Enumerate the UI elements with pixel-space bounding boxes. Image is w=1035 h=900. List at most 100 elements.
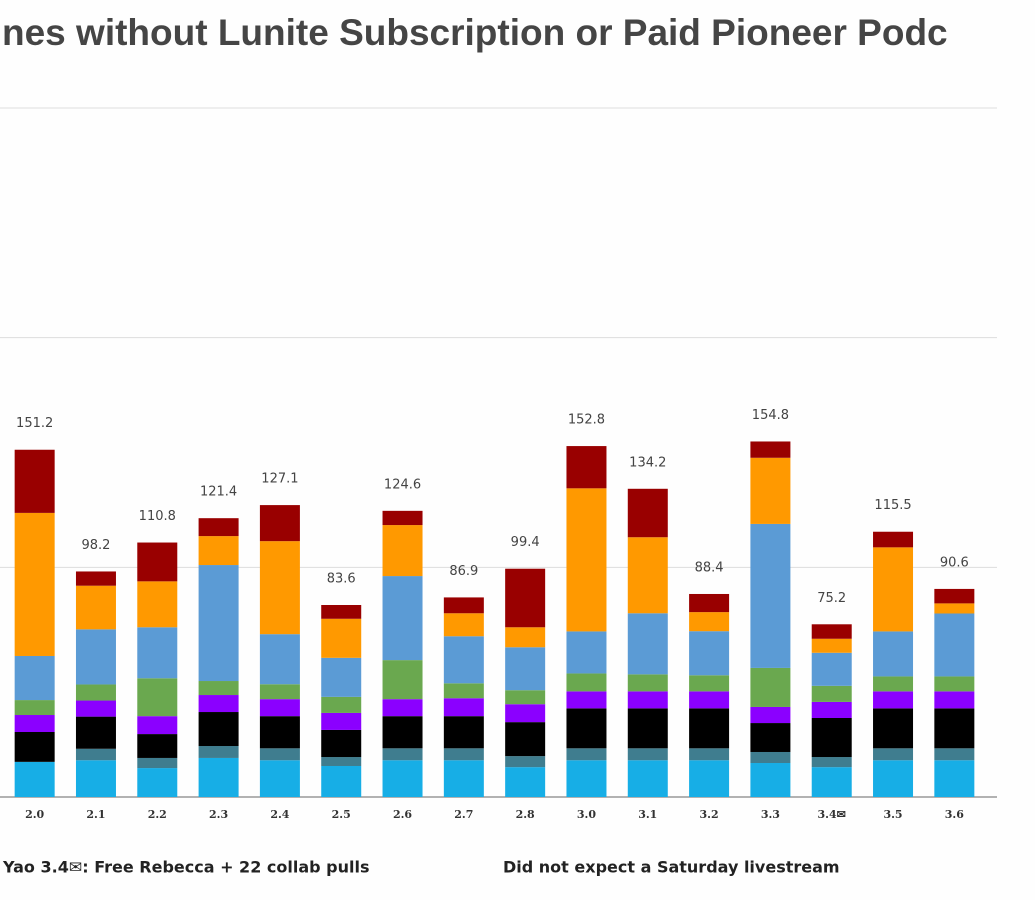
bar-segment [198, 681, 239, 696]
bar-segment [505, 690, 546, 705]
x-tick-label: 3.4✉ [818, 808, 846, 821]
x-tick-label: 2.0 [25, 808, 44, 821]
bar-segment [259, 716, 300, 749]
bar-segment [382, 660, 423, 700]
note: Yao 3.4✉: Free Rebecca + 22 collab pulls [2, 858, 370, 877]
bar-segment [627, 691, 668, 709]
bar-segment [443, 748, 484, 761]
bar-segment [321, 618, 362, 658]
bar-segment [75, 716, 116, 749]
bar-segment [811, 701, 852, 718]
bar-segment [505, 767, 546, 797]
bar-segment [505, 756, 546, 768]
bar-segment [873, 691, 914, 709]
bar-segment [198, 565, 239, 682]
total-label: 152.8 [568, 413, 605, 428]
bar-segment [382, 716, 423, 749]
bar-segment [750, 457, 791, 524]
bar-segment [934, 748, 975, 761]
bar-segment [811, 767, 852, 797]
bar-segment [137, 678, 178, 717]
bar-segment [443, 597, 484, 614]
bar-segment [75, 760, 116, 797]
bar-segment [198, 746, 239, 758]
bar-segment [811, 638, 852, 653]
bar-segment [566, 691, 607, 709]
bar-segment [259, 505, 300, 542]
x-tick-label: 2.6 [393, 808, 412, 821]
total-label: 86.9 [449, 564, 478, 579]
total-label: 83.6 [327, 571, 356, 586]
bar-segment [382, 699, 423, 717]
bar-segment [137, 627, 178, 679]
bar-segment [321, 757, 362, 766]
bar-segment [873, 748, 914, 761]
bar-segment [382, 510, 423, 526]
x-tick-label: 2.3 [209, 808, 228, 821]
bar-segment [321, 712, 362, 730]
x-tick-label: 2.5 [332, 808, 351, 821]
bar-segment [382, 748, 423, 761]
bar-segment [137, 542, 178, 582]
bar-segment [198, 536, 239, 566]
bar-segment [443, 716, 484, 749]
bar-segment [382, 576, 423, 661]
x-tick-label: 3.1 [638, 808, 657, 821]
x-tick-label: 3.6 [945, 808, 964, 821]
bar-segment [750, 763, 791, 797]
bar-segment [873, 760, 914, 797]
bar-segment [443, 683, 484, 699]
total-label: 134.2 [629, 455, 666, 470]
bar-segment [75, 629, 116, 685]
bar-segment [689, 631, 730, 676]
bar-segment [14, 700, 55, 716]
bar-segment [198, 695, 239, 713]
bar-segment [873, 708, 914, 749]
bar-segment [627, 674, 668, 692]
bar-segment [566, 631, 607, 674]
bar-segment [137, 716, 178, 735]
bar-segment [689, 708, 730, 749]
bar-segment [14, 715, 55, 733]
bar-segment [137, 581, 178, 628]
bar-segment [627, 748, 668, 761]
bar-segment [259, 760, 300, 797]
x-tick-label: 3.3 [761, 808, 780, 821]
bar-segment [627, 488, 668, 538]
bar-segment [689, 760, 730, 797]
bar-segment [934, 676, 975, 692]
total-label: 115.5 [874, 498, 911, 513]
x-tick-label: 2.1 [86, 808, 105, 821]
bar-segment [750, 723, 791, 752]
bar-segment [443, 760, 484, 797]
x-tick-label: 3.0 [577, 808, 596, 821]
bar-segment [382, 525, 423, 577]
bar-segment [75, 585, 116, 630]
chart-title: nes without Lunite Subscription or Paid … [2, 12, 948, 53]
bar-segment [443, 636, 484, 684]
bar-segment [934, 760, 975, 797]
bar-segment [934, 603, 975, 614]
bar-segment [75, 684, 116, 701]
bar-segment [75, 571, 116, 586]
total-label: 154.8 [752, 408, 789, 423]
total-label: 124.6 [384, 477, 421, 492]
bar-segment [443, 698, 484, 717]
bar-segment [75, 748, 116, 761]
total-label: 90.6 [940, 555, 969, 570]
bar-segment [137, 734, 178, 758]
x-tick-label: 2.8 [516, 808, 535, 821]
x-tick-label: 2.4 [270, 808, 289, 821]
bar-segment [198, 518, 239, 537]
bar-segment [14, 449, 55, 513]
bar-segment [321, 696, 362, 713]
bar-segment [198, 757, 239, 797]
total-label: 121.4 [200, 485, 237, 500]
bar-segment [689, 748, 730, 761]
bar-segment [259, 684, 300, 700]
x-tick-label: 2.7 [454, 808, 473, 821]
bar-segment [137, 768, 178, 797]
bar-segment [505, 568, 546, 628]
bar-segment [198, 712, 239, 747]
